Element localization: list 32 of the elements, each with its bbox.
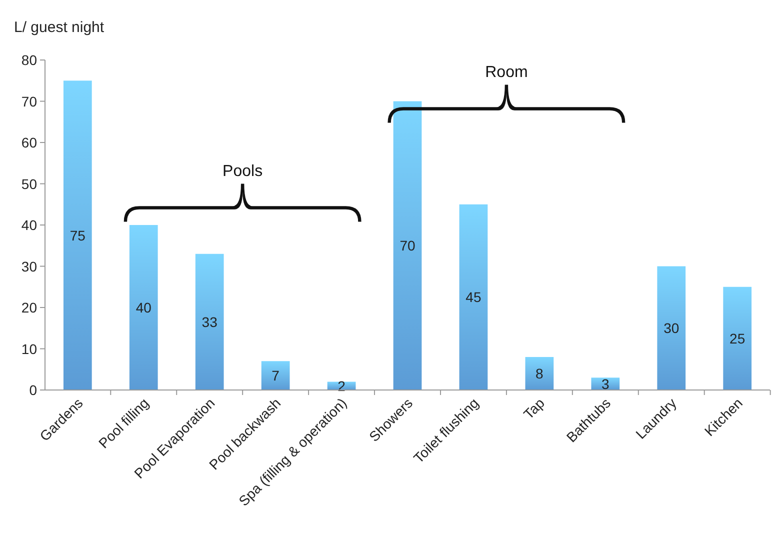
y-tick-label: 20 [21, 300, 38, 316]
bar [261, 361, 290, 390]
y-tick-label: 50 [21, 176, 38, 192]
bar [525, 357, 554, 390]
data-label: 33 [202, 314, 218, 330]
y-tick-label: 30 [21, 258, 38, 274]
y-axis-title: L/ guest night [14, 19, 105, 36]
data-label: 30 [664, 320, 680, 336]
y-tick-label: 10 [21, 340, 38, 357]
y-tick-label: 0 [29, 382, 38, 398]
data-label: 40 [136, 300, 152, 316]
bar [393, 101, 422, 390]
y-tick-label: 40 [21, 217, 38, 233]
annotation: Pools [222, 162, 263, 180]
y-tick-label: 80 [21, 52, 38, 68]
data-label: 7 [272, 368, 280, 384]
data-label: 8 [536, 366, 544, 382]
x-tick-label: Tap [520, 394, 548, 422]
data-label: 3 [602, 376, 610, 392]
data-label: 45 [466, 289, 482, 306]
data-label: 25 [730, 330, 746, 346]
y-tick-label: 60 [21, 134, 38, 150]
data-label: 75 [70, 227, 86, 244]
data-label: 70 [400, 238, 416, 254]
y-tick-label: 70 [21, 93, 38, 110]
annotation: Room [485, 64, 528, 81]
bar [63, 80, 92, 390]
bar [657, 266, 686, 390]
bar [129, 225, 158, 390]
bar [723, 286, 752, 390]
bar [459, 204, 488, 390]
bar [195, 254, 224, 390]
